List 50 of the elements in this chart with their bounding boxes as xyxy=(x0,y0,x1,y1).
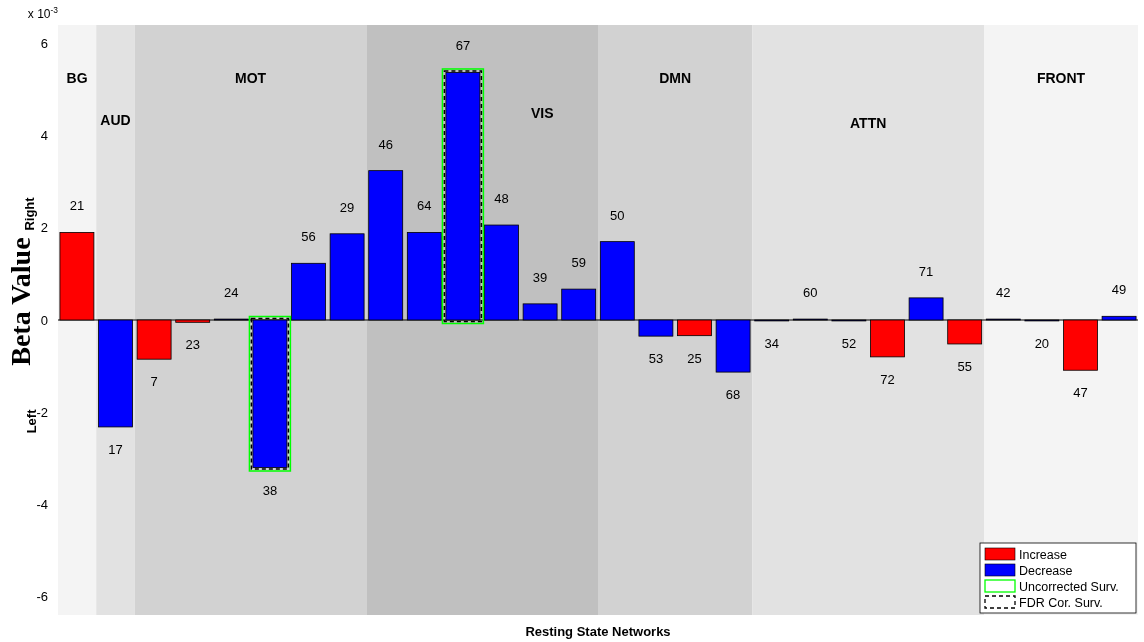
y-tick-label: 2 xyxy=(40,220,48,236)
legend-label: Uncorrected Surv. xyxy=(1019,580,1119,594)
x-tick-label: 47 xyxy=(1073,385,1088,401)
y-tick-label: 4 xyxy=(40,128,48,144)
x-tick-label: 23 xyxy=(185,337,200,353)
x-tick-label: 71 xyxy=(918,263,934,279)
x-tick-label: 42 xyxy=(996,285,1011,301)
x-tick-label: 21 xyxy=(69,198,85,214)
x-tick-label: 55 xyxy=(957,358,972,374)
text: x 10$^{-3}$ xyxy=(27,5,59,21)
x-tick-label: 67 xyxy=(455,38,471,54)
x-tick-label: 52 xyxy=(841,335,857,351)
legend-label: FDR Cor. Surv. xyxy=(1019,596,1103,610)
legend-label: Decrease xyxy=(1019,564,1073,578)
band-label: ATTN xyxy=(850,115,887,131)
x-tick-label: 25 xyxy=(687,350,702,366)
y-tick-label: 6 xyxy=(40,35,48,51)
x-tick-label: 20 xyxy=(1034,335,1050,351)
y-tick-label: -4 xyxy=(36,496,48,512)
x-tick-label: 64 xyxy=(417,198,432,214)
x-tick-label: 29 xyxy=(339,199,355,215)
y-tick-label: 0 xyxy=(40,312,48,328)
x-tick-label: 34 xyxy=(764,335,779,351)
x-tick-label: 56 xyxy=(301,229,316,245)
x-tick-label: 49 xyxy=(1111,282,1127,298)
x-tick-label: 39 xyxy=(532,269,548,285)
x-tick-label: 59 xyxy=(571,255,586,271)
band-label: MOT xyxy=(235,70,267,86)
band-label: AUD xyxy=(100,112,131,128)
band-label: VIS xyxy=(530,105,554,121)
x-tick-label: 50 xyxy=(610,207,625,223)
x-tick-label: 38 xyxy=(262,482,278,498)
x-tick-label: 53 xyxy=(648,351,664,367)
x-tick-label: 72 xyxy=(880,371,895,387)
x-tick-label: 68 xyxy=(725,387,741,403)
x-tick-label: 48 xyxy=(494,191,509,207)
x-tick-label: 24 xyxy=(224,285,239,301)
band-label: DMN xyxy=(659,70,692,86)
y-tick-label: -6 xyxy=(36,589,48,605)
x-tick-label: 46 xyxy=(378,136,393,152)
x-tick-label: 60 xyxy=(803,285,818,301)
band-label: FRONT xyxy=(1036,70,1086,86)
band-label: BG xyxy=(66,70,88,86)
x-tick-label: 17 xyxy=(108,441,123,457)
y-axis-title: Beta Value xyxy=(5,237,36,366)
text: Right xyxy=(22,196,37,231)
y-tick-label: -2 xyxy=(36,404,48,420)
x-tick-label: 7 xyxy=(150,374,158,390)
legend-label: Increase xyxy=(1019,548,1067,562)
x-axis-title: Resting State Networks xyxy=(525,624,671,639)
